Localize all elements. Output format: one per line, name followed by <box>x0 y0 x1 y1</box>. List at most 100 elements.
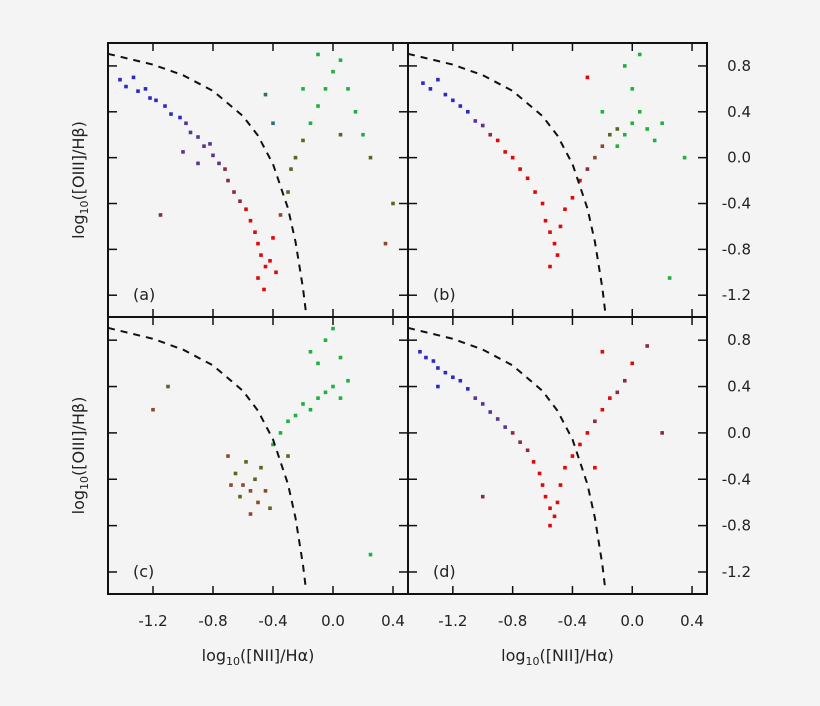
panel-label: (b) <box>433 285 456 304</box>
y-axis-label: log10([OIII]/Hβ) <box>69 121 91 239</box>
data-point <box>383 241 388 246</box>
data-point <box>323 390 328 395</box>
data-point <box>131 75 136 80</box>
data-point <box>308 349 313 354</box>
y-tick-label: 0.0 <box>727 424 751 442</box>
data-point <box>555 500 560 505</box>
data-point <box>570 195 575 200</box>
data-point <box>480 123 485 128</box>
data-point <box>202 144 206 148</box>
data-point <box>622 132 627 137</box>
data-point <box>259 465 263 470</box>
y-tick-label: -0.8 <box>722 517 751 535</box>
data-point <box>308 407 313 412</box>
y-axis-label: log10([OIII]/Hβ) <box>69 397 91 515</box>
x-tick-label: 0.0 <box>321 612 345 630</box>
data-point <box>600 349 605 354</box>
data-point <box>286 419 290 424</box>
dashed-demarcation-curve <box>108 326 307 590</box>
data-point <box>593 155 597 160</box>
data-point <box>244 460 248 464</box>
data-point <box>136 89 140 93</box>
y-tick-label: 0.4 <box>727 103 751 121</box>
scatter-points <box>151 326 373 557</box>
data-point <box>537 471 542 476</box>
data-point <box>151 407 155 412</box>
data-point <box>256 276 260 280</box>
data-point <box>253 230 257 234</box>
data-point <box>118 77 122 82</box>
data-point <box>473 119 478 123</box>
data-point <box>466 109 470 114</box>
data-point <box>248 489 253 493</box>
y-tick-label: -0.8 <box>722 240 751 258</box>
data-point <box>558 483 563 487</box>
data-point <box>256 241 260 246</box>
data-point <box>293 413 298 418</box>
y-tick-label: 0.4 <box>727 378 751 396</box>
data-point <box>271 236 275 240</box>
data-point <box>488 410 493 414</box>
data-point <box>466 387 470 391</box>
x-tick-label: -0.8 <box>198 612 227 630</box>
data-point <box>480 402 485 406</box>
data-point <box>124 84 128 89</box>
data-point <box>518 440 522 444</box>
data-point <box>233 471 238 476</box>
data-point <box>316 52 320 57</box>
data-point <box>289 167 293 171</box>
data-point <box>525 176 530 181</box>
data-point <box>211 153 215 158</box>
data-point <box>615 127 620 131</box>
data-point <box>615 144 620 148</box>
data-point <box>361 132 365 137</box>
data-point <box>652 138 657 143</box>
x-tick-label: -1.2 <box>438 612 467 630</box>
data-point <box>188 130 193 135</box>
data-point <box>451 98 455 103</box>
data-point <box>163 104 167 108</box>
data-point <box>600 144 605 148</box>
data-point <box>585 75 590 80</box>
data-point <box>256 500 260 505</box>
data-point <box>525 448 530 453</box>
x-tick-label: 0.4 <box>680 612 704 630</box>
data-point <box>262 287 266 292</box>
data-point <box>424 355 428 360</box>
data-point <box>154 98 158 103</box>
scatter-points <box>118 52 395 292</box>
data-point <box>600 109 605 114</box>
data-point <box>510 155 515 160</box>
x-tick-label: 0.0 <box>620 612 644 630</box>
data-point <box>274 270 278 275</box>
data-point <box>148 96 152 100</box>
data-point <box>558 224 563 229</box>
data-point <box>443 92 448 97</box>
data-point <box>346 378 350 383</box>
y-tick-label: 0.8 <box>727 331 751 349</box>
data-point <box>248 218 253 223</box>
data-point <box>217 161 221 166</box>
data-point <box>531 460 536 464</box>
data-point <box>540 201 545 206</box>
data-point <box>248 512 253 516</box>
data-point <box>630 361 635 366</box>
data-point <box>518 167 522 171</box>
data-point <box>368 155 373 160</box>
data-point <box>503 425 507 429</box>
data-point <box>158 213 163 217</box>
data-point <box>338 396 343 400</box>
data-point <box>331 69 335 74</box>
data-point <box>181 150 185 154</box>
x-tick-label: -0.8 <box>498 612 527 630</box>
data-point <box>443 370 448 375</box>
data-point <box>238 494 242 499</box>
data-point <box>510 431 515 435</box>
data-point <box>548 523 552 528</box>
data-point <box>495 138 500 143</box>
data-point <box>226 454 230 458</box>
data-point <box>436 384 440 389</box>
data-point <box>645 344 649 348</box>
data-point <box>196 161 200 166</box>
